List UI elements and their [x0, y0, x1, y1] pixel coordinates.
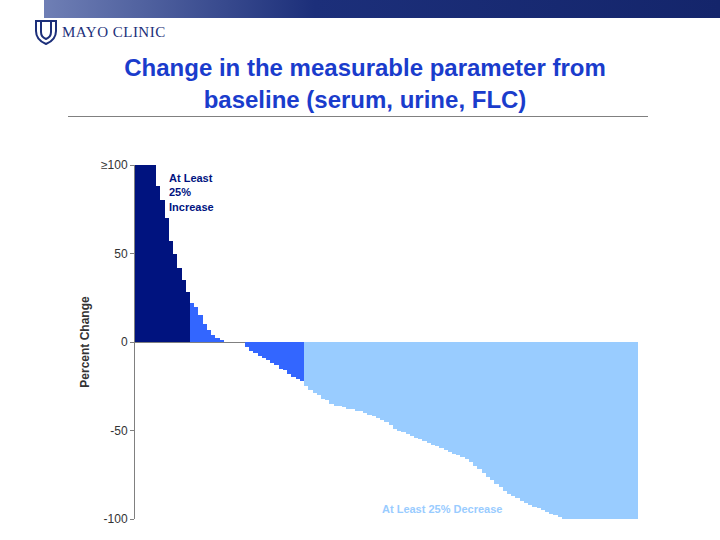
- html-text:MAYO CLINIC: MAYO CLINIC: [62, 23, 166, 40]
- svg-text:-50: -50: [110, 424, 128, 438]
- svg-text:≥100: ≥100: [101, 158, 128, 172]
- svg-text:At Least25%Increase: At Least25%Increase: [169, 172, 214, 213]
- svg-text:50: 50: [114, 247, 128, 261]
- svg-text:Percent Change: Percent Change: [78, 296, 92, 388]
- html-text:Change in the measurable param: Change in the measurable parameter from …: [124, 54, 606, 113]
- svg-text:0: 0: [121, 335, 128, 349]
- svg-text:At Least 25% Decrease: At Least 25% Decrease: [382, 503, 502, 515]
- svg-text:-100: -100: [104, 512, 128, 526]
